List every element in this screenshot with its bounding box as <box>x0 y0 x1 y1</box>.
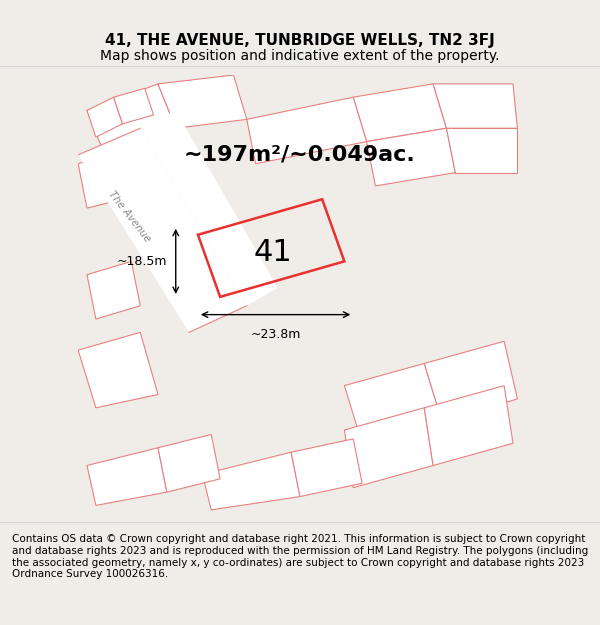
Polygon shape <box>87 448 167 506</box>
Text: ~23.8m: ~23.8m <box>250 328 301 341</box>
Polygon shape <box>344 408 433 488</box>
Polygon shape <box>140 111 278 306</box>
Polygon shape <box>424 386 513 466</box>
Text: 41: 41 <box>254 238 293 267</box>
Polygon shape <box>446 128 517 173</box>
Polygon shape <box>78 155 122 208</box>
Text: Contains OS data © Crown copyright and database right 2021. This information is : Contains OS data © Crown copyright and d… <box>12 534 588 579</box>
Polygon shape <box>78 128 247 333</box>
Polygon shape <box>291 439 362 496</box>
Polygon shape <box>344 363 442 443</box>
Polygon shape <box>87 84 176 155</box>
Polygon shape <box>367 128 455 186</box>
Polygon shape <box>87 261 140 319</box>
Polygon shape <box>247 97 367 164</box>
Text: Map shows position and indicative extent of the property.: Map shows position and indicative extent… <box>100 49 500 63</box>
Polygon shape <box>158 434 220 492</box>
Polygon shape <box>78 332 158 408</box>
Polygon shape <box>353 84 446 141</box>
Text: 41, THE AVENUE, TUNBRIDGE WELLS, TN2 3FJ: 41, THE AVENUE, TUNBRIDGE WELLS, TN2 3FJ <box>105 33 495 48</box>
Polygon shape <box>87 97 122 137</box>
Polygon shape <box>158 75 247 128</box>
Polygon shape <box>113 88 154 124</box>
Text: ~18.5m: ~18.5m <box>116 255 167 268</box>
Text: The Avenue: The Avenue <box>106 189 152 244</box>
Polygon shape <box>424 341 517 421</box>
Polygon shape <box>433 84 517 128</box>
Polygon shape <box>202 452 300 510</box>
Text: ~197m²/~0.049ac.: ~197m²/~0.049ac. <box>184 145 416 165</box>
